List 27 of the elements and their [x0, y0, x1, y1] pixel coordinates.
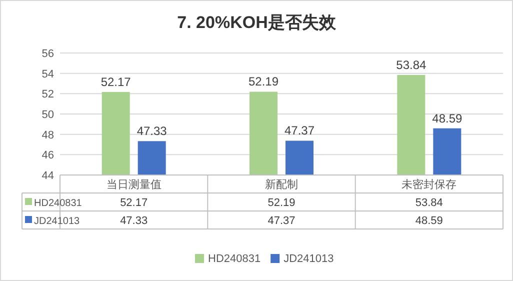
x-tick-label: 当日测量值	[106, 179, 162, 191]
text: 47.33	[120, 215, 148, 227]
data-label: 52.19	[248, 74, 279, 89]
text: 53.84	[415, 197, 443, 209]
text: 48.59	[415, 215, 443, 227]
data-label: 47.33	[136, 124, 168, 138]
data-label: 47.37	[284, 124, 315, 138]
y-tick-label: 44	[42, 170, 54, 182]
data-label: 52.17	[100, 74, 132, 89]
y-tick-label: 50	[42, 109, 54, 121]
data-label: 53.84	[396, 58, 427, 72]
chart-title: 7. 20%KOH是否失效	[177, 13, 337, 32]
y-tick-label: 56	[42, 48, 54, 60]
y-tick-label: 54	[42, 68, 54, 80]
text: 47.37	[268, 215, 296, 227]
y-tick-label: 52	[42, 88, 54, 101]
text: 52.19	[268, 197, 296, 209]
text: HD240831	[208, 253, 261, 265]
y-tick-label: 48	[42, 129, 54, 142]
x-tick-label: 新配制	[265, 178, 298, 191]
y-tick-label: 46	[42, 150, 54, 162]
x-tick-label: 未密封保存	[402, 178, 457, 191]
data-label: 48.59	[432, 111, 463, 126]
legend-label: JD241013	[34, 216, 80, 227]
text: 52.17	[120, 197, 148, 209]
legend-label: HD240831	[34, 198, 82, 209]
text: JD241013	[284, 253, 334, 265]
